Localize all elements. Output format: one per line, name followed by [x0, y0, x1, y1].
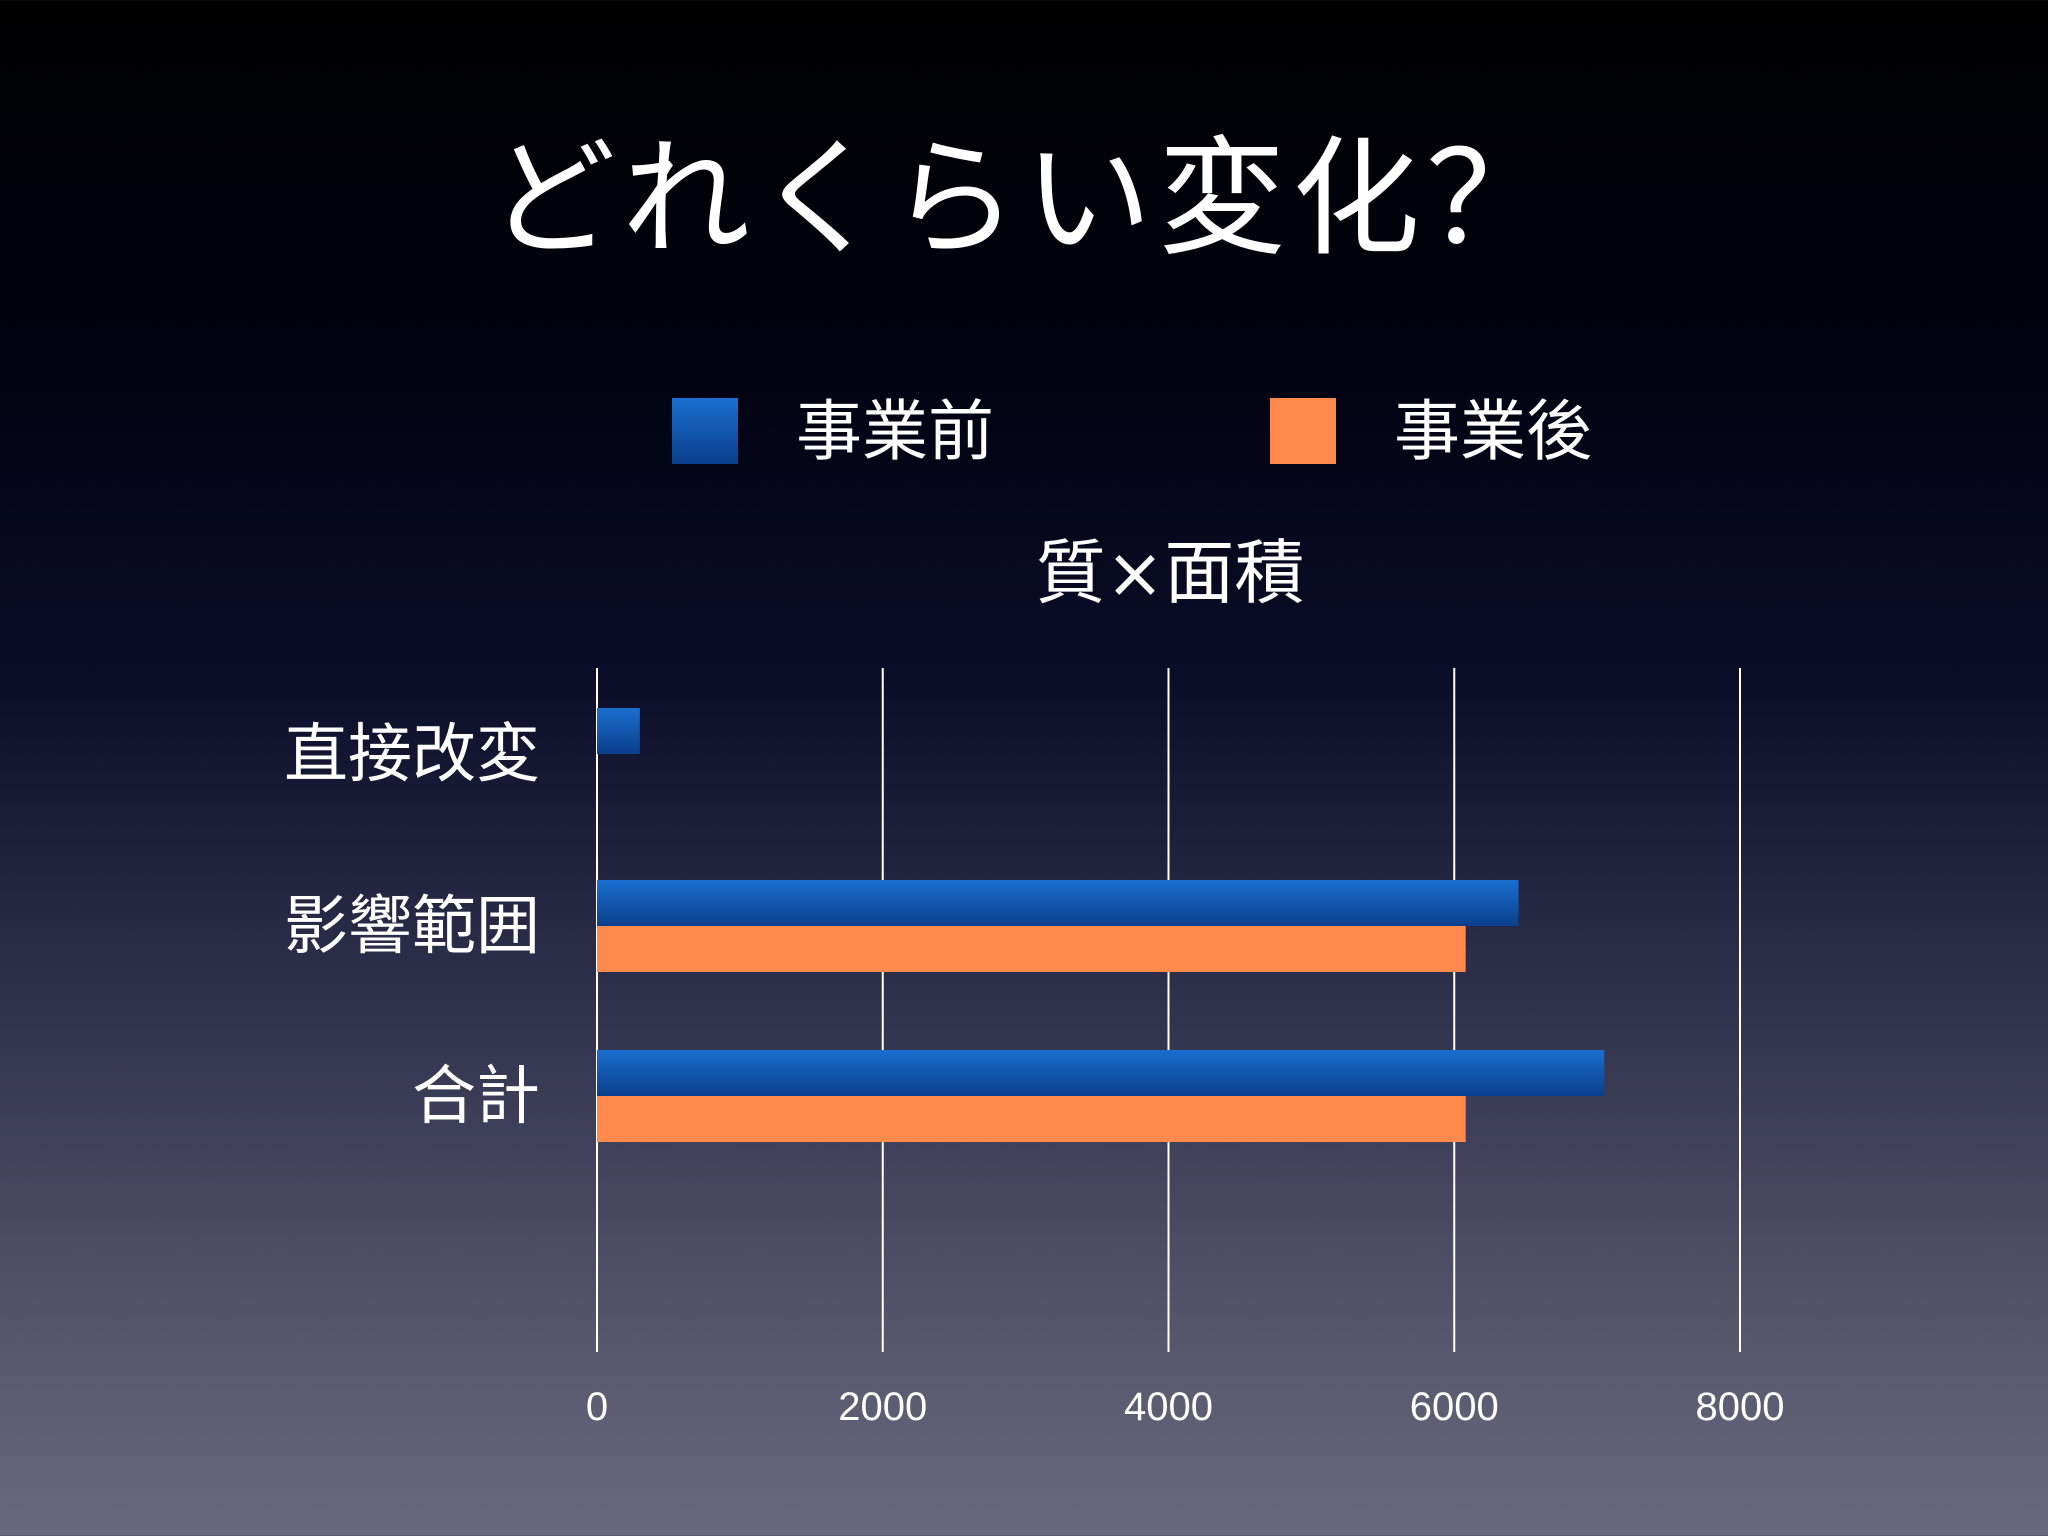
x-tick-label: 6000: [1410, 1385, 1499, 1429]
slide-title: どれくらい変化？: [487, 125, 1560, 274]
tick-labels: 0 2000 4000 6000 8000: [586, 1385, 1785, 1429]
legend-swatch-after: [1270, 398, 1336, 464]
bar-before: [597, 1050, 1605, 1096]
legend: 事業前 事業後: [0, 394, 2048, 470]
bar-after: [597, 1096, 1466, 1142]
x-tick-label: 2000: [838, 1385, 927, 1429]
chart-title: 質×面積: [1035, 532, 1305, 614]
x-tick-label: 0: [586, 1385, 608, 1429]
bars: [597, 708, 1605, 1142]
bar-before: [597, 708, 640, 754]
bar-after: [597, 926, 1466, 972]
legend-label-before: 事業前: [796, 393, 994, 470]
x-tick-label: 8000: [1696, 1385, 1785, 1429]
x-tick-label: 4000: [1124, 1385, 1213, 1429]
category-label: 影響範囲: [284, 890, 540, 964]
legend-swatch-before: [672, 398, 738, 464]
legend-label-after: 事業後: [1394, 393, 1592, 470]
grid-lines: [596, 668, 1741, 1352]
bar-before: [597, 880, 1519, 926]
category-label: 合計: [412, 1060, 540, 1134]
category-label: 直接改変: [284, 718, 540, 792]
